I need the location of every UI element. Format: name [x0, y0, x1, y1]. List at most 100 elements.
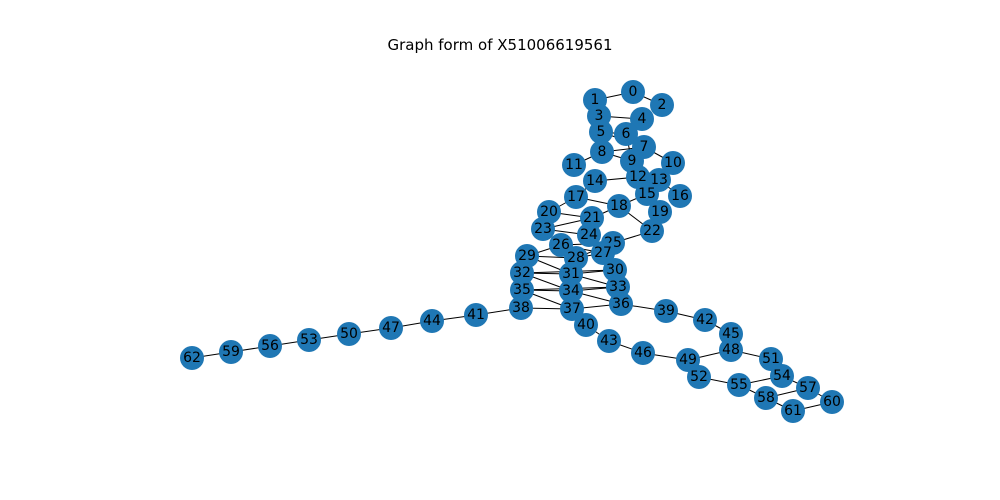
- node-label-21: 21: [583, 210, 601, 226]
- node-17: 17: [564, 185, 588, 209]
- node-label-24: 24: [580, 227, 598, 243]
- node-circle-39: [654, 299, 678, 323]
- node-label-28: 28: [567, 250, 585, 266]
- node-circle-38: [509, 296, 533, 320]
- node-label-40: 40: [577, 317, 595, 333]
- node-label-43: 43: [600, 333, 618, 349]
- node-circle-35: [510, 278, 534, 302]
- node-48: 48: [719, 338, 743, 362]
- node-43: 43: [597, 329, 621, 353]
- node-circle-61: [781, 399, 805, 423]
- node-circle-34: [559, 279, 583, 303]
- node-circle-8: [590, 140, 614, 164]
- node-label-17: 17: [567, 189, 585, 205]
- node-label-9: 9: [628, 153, 637, 169]
- node-circle-31: [559, 262, 583, 286]
- node-circle-40: [574, 313, 598, 337]
- node-circle-58: [754, 386, 778, 410]
- node-label-14: 14: [586, 173, 604, 189]
- node-circle-54: [770, 364, 794, 388]
- node-38: 38: [509, 296, 533, 320]
- node-label-23: 23: [534, 221, 552, 237]
- node-circle-53: [297, 328, 321, 352]
- node-label-55: 55: [730, 377, 748, 393]
- node-label-35: 35: [513, 282, 531, 298]
- node-circle-51: [759, 347, 783, 371]
- node-2: 2: [650, 93, 674, 117]
- node-circle-15: [635, 182, 659, 206]
- node-circle-43: [597, 329, 621, 353]
- node-label-57: 57: [799, 380, 817, 396]
- node-47: 47: [379, 316, 403, 340]
- node-23: 23: [531, 217, 555, 241]
- node-36: 36: [609, 292, 633, 316]
- node-circle-23: [531, 217, 555, 241]
- node-label-13: 13: [650, 172, 668, 188]
- node-label-59: 59: [222, 344, 240, 360]
- node-37: 37: [560, 297, 584, 321]
- node-label-7: 7: [640, 139, 649, 155]
- node-0: 0: [621, 80, 645, 104]
- node-circle-46: [631, 341, 655, 365]
- node-label-51: 51: [762, 351, 780, 367]
- node-label-4: 4: [638, 111, 647, 127]
- node-46: 46: [631, 341, 655, 365]
- node-circle-22: [640, 219, 664, 243]
- node-circle-52: [687, 365, 711, 389]
- node-label-5: 5: [597, 124, 606, 140]
- node-51: 51: [759, 347, 783, 371]
- node-label-33: 33: [609, 279, 627, 295]
- node-circle-41: [464, 303, 488, 327]
- node-42: 42: [693, 308, 717, 332]
- node-circle-57: [796, 376, 820, 400]
- node-35: 35: [510, 278, 534, 302]
- node-label-16: 16: [671, 188, 689, 204]
- node-label-53: 53: [300, 332, 318, 348]
- node-label-37: 37: [563, 301, 581, 317]
- node-label-11: 11: [565, 157, 583, 173]
- node-6: 6: [614, 122, 638, 146]
- node-label-41: 41: [467, 307, 485, 323]
- node-label-10: 10: [664, 155, 682, 171]
- node-34: 34: [559, 279, 583, 303]
- node-18: 18: [607, 194, 631, 218]
- node-label-20: 20: [540, 204, 558, 220]
- node-27: 27: [591, 241, 615, 265]
- node-label-26: 26: [552, 237, 570, 253]
- node-circle-56: [258, 334, 282, 358]
- node-circle-18: [607, 194, 631, 218]
- node-circle-0: [621, 80, 645, 104]
- node-55: 55: [727, 373, 751, 397]
- node-56: 56: [258, 334, 282, 358]
- node-40: 40: [574, 313, 598, 337]
- node-circle-14: [583, 169, 607, 193]
- node-label-29: 29: [518, 248, 536, 264]
- node-14: 14: [583, 169, 607, 193]
- node-circle-16: [668, 184, 692, 208]
- node-41: 41: [464, 303, 488, 327]
- node-24: 24: [577, 223, 601, 247]
- node-circle-32: [510, 261, 534, 285]
- node-label-12: 12: [629, 169, 647, 185]
- node-19: 19: [648, 200, 672, 224]
- node-circle-11: [562, 153, 586, 177]
- node-8: 8: [590, 140, 614, 164]
- node-circle-24: [577, 223, 601, 247]
- node-60: 60: [820, 390, 844, 414]
- node-label-52: 52: [690, 369, 708, 385]
- node-53: 53: [297, 328, 321, 352]
- node-circle-27: [591, 241, 615, 265]
- node-label-2: 2: [658, 97, 667, 113]
- node-label-6: 6: [622, 126, 631, 142]
- node-circle-4: [630, 107, 654, 131]
- node-label-30: 30: [606, 262, 624, 278]
- node-circle-62: [180, 346, 204, 370]
- node-label-3: 3: [595, 108, 604, 124]
- node-label-48: 48: [722, 342, 740, 358]
- node-circle-48: [719, 338, 743, 362]
- node-label-1: 1: [591, 92, 600, 108]
- node-circle-44: [420, 309, 444, 333]
- node-label-45: 45: [722, 326, 740, 342]
